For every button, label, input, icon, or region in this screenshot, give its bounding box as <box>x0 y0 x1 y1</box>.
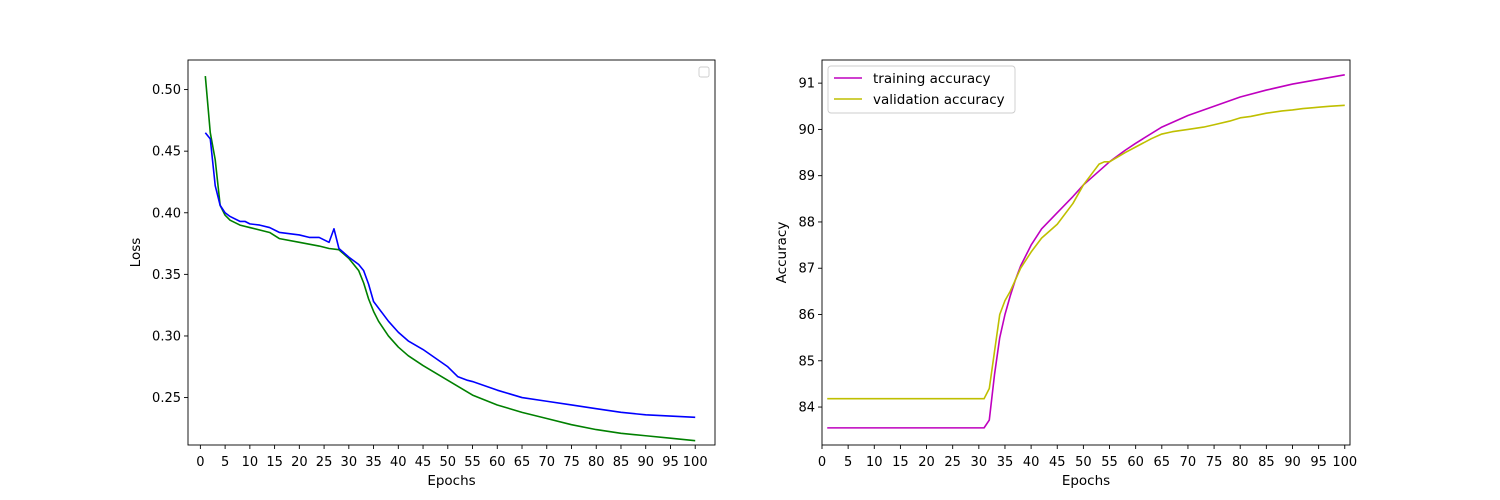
legend-label: validation accuracy <box>873 92 1005 108</box>
y-tick-label: 0.30 <box>152 329 181 344</box>
x-tick-label: 60 <box>1127 455 1144 470</box>
y-axis-label: Loss <box>128 238 144 268</box>
y-tick-label: 0.35 <box>152 268 181 283</box>
x-tick-label: 40 <box>1023 455 1040 470</box>
y-axis-label: Accuracy <box>774 222 790 284</box>
series-line-validation-accuracy <box>827 104 1345 400</box>
x-tick-label: 20 <box>918 455 935 470</box>
chart-1: 0 5 10 15 20 25 30 35 40 45 50 55 60 65 70 75 80 85 90 95 10… <box>128 59 716 489</box>
x-axis-label: Epochs <box>1062 473 1110 489</box>
x-tick-label: 65 <box>1154 455 1171 470</box>
legend-box <box>827 65 1016 114</box>
x-tick-label: 45 <box>1049 455 1066 470</box>
x-tick-label: 90 <box>1284 455 1301 470</box>
x-tick-label: 0 <box>196 455 204 470</box>
y-tick-label: 85 <box>798 354 815 369</box>
x-tick-label: 15 <box>266 455 283 470</box>
x-tick-label: 95 <box>662 455 679 470</box>
x-tick-label: 30 <box>971 455 988 470</box>
x-tick-label: 95 <box>1310 455 1327 470</box>
x-tick-label: 50 <box>440 455 457 470</box>
series-group <box>827 74 1345 429</box>
y-tick-label: 0.45 <box>152 145 181 160</box>
x-axis-label: Epochs <box>427 473 475 489</box>
x-tick-label: 30 <box>341 455 358 470</box>
series-group <box>204 75 696 442</box>
y-tick-label: 90 <box>798 123 815 138</box>
x-tick-label: 100 <box>1332 455 1357 470</box>
chart-2: 0 5 10 15 20 25 30 35 40 45 50 55 60 65 70 75 80 85 90 95 10… <box>774 59 1357 489</box>
y-tick-label: 91 <box>798 77 815 92</box>
x-tick-label: 100 <box>683 455 708 470</box>
x-tick-label: 5 <box>844 455 852 470</box>
x-tick-label: 25 <box>316 455 333 470</box>
x-tick-label: 20 <box>291 455 308 470</box>
series-line-2 <box>204 132 696 419</box>
x-tick-label: 0 <box>818 455 826 470</box>
x-tick-label: 90 <box>637 455 654 470</box>
legend-empty <box>698 66 710 78</box>
x-tick-label: 60 <box>489 455 506 470</box>
x-tick-label: 10 <box>866 455 883 470</box>
plot-frame <box>187 59 716 446</box>
y-tick-label: 87 <box>798 262 815 277</box>
x-tick-label: 75 <box>1206 455 1223 470</box>
x-tick-label: 10 <box>242 455 259 470</box>
plot-frame <box>821 59 1351 446</box>
x-tick-label: 35 <box>365 455 382 470</box>
y-tick-label: 86 <box>798 308 815 323</box>
x-tick-label: 50 <box>1075 455 1092 470</box>
x-tick-label: 65 <box>514 455 531 470</box>
legend: training accuracy validation accuracy <box>827 65 1016 114</box>
y-tick-label: 88 <box>798 215 815 230</box>
series-line-1 <box>204 75 696 442</box>
y-tick-label: 0.50 <box>152 83 181 98</box>
x-tick-label: 80 <box>1232 455 1249 470</box>
x-tick-label: 70 <box>538 455 555 470</box>
x-tick-label: 75 <box>563 455 580 470</box>
x-tick-label: 25 <box>944 455 961 470</box>
y-tick-label: 0.25 <box>152 391 181 406</box>
x-tick-label: 70 <box>1180 455 1197 470</box>
x-tick-label: 85 <box>1258 455 1275 470</box>
x-tick-label: 35 <box>997 455 1014 470</box>
x-tick-label: 15 <box>892 455 909 470</box>
y-tick-label: 0.40 <box>152 206 181 221</box>
y-tick-label: 84 <box>798 401 815 416</box>
x-tick-label: 85 <box>613 455 630 470</box>
legend-label: training accuracy <box>873 71 991 87</box>
y-tick-label: 89 <box>798 169 815 184</box>
series-line-training-accuracy <box>827 74 1345 429</box>
x-tick-label: 80 <box>588 455 605 470</box>
x-tick-label: 5 <box>221 455 229 470</box>
x-tick-label: 45 <box>415 455 432 470</box>
x-tick-label: 40 <box>390 455 407 470</box>
x-tick-label: 55 <box>1101 455 1118 470</box>
x-tick-label: 55 <box>464 455 481 470</box>
